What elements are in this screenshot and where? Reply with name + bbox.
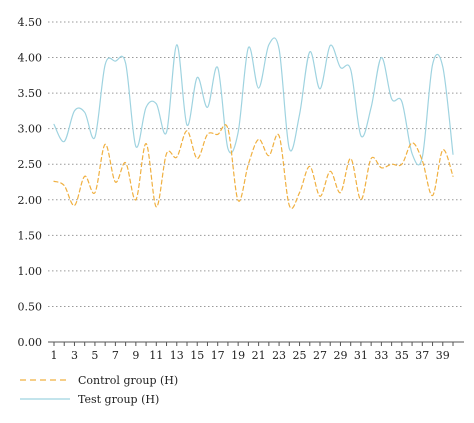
x-tick-label: 21	[252, 349, 266, 362]
x-tick-label: 29	[333, 349, 347, 362]
x-tick-label: 33	[374, 349, 388, 362]
x-tick-label: 31	[354, 349, 368, 362]
y-tick-label: 4.50	[18, 16, 43, 29]
x-tick-label: 15	[190, 349, 204, 362]
y-tick-label: 3.50	[18, 87, 43, 100]
x-tick-label: 5	[91, 349, 98, 362]
y-tick-label: 1.50	[18, 229, 43, 242]
x-tick-label: 25	[293, 349, 307, 362]
x-tick-label: 37	[415, 349, 429, 362]
y-tick-label: 0.00	[18, 336, 43, 349]
x-tick-label: 27	[313, 349, 327, 362]
x-tick-label: 11	[149, 349, 163, 362]
y-axis-tick-labels: 0.00 0.50 1.00 1.50 2.00 2.50 3.00 3.50 4.00 4.50	[18, 16, 43, 349]
y-tick-label: 4.00	[18, 52, 43, 65]
y-tick-label: 0.50	[18, 300, 43, 313]
x-tick-label: 1	[51, 349, 58, 362]
series-line-control-group	[53, 124, 454, 209]
x-tick-label: 3	[71, 349, 78, 362]
x-tick-label: 13	[170, 349, 184, 362]
x-tick-label: 19	[231, 349, 245, 362]
x-tick-label: 35	[395, 349, 409, 362]
y-tick-label: 2.50	[18, 158, 43, 171]
x-tick-label: 39	[436, 349, 450, 362]
grid-lines	[48, 21, 464, 307]
legend-label-control-group: Control group (H)	[78, 374, 178, 387]
x-axis-tick-labels: 1 3 5 7 9 11 13 15 17 19 21 23 25 27 29 31 33 35 37 39	[51, 349, 450, 362]
y-tick-label: 1.00	[18, 265, 43, 278]
x-tick-label: 23	[272, 349, 286, 362]
legend-label-test-group: Test group (H)	[78, 393, 159, 406]
plot-area	[53, 37, 454, 209]
legend: Control group (H) Test group (H)	[20, 374, 178, 406]
y-tick-label: 2.00	[18, 194, 43, 207]
x-tick-label: 17	[211, 349, 225, 362]
x-tick-label: 7	[112, 349, 119, 362]
y-tick-label: 3.00	[18, 123, 43, 136]
series-line-test-group	[53, 37, 454, 166]
x-axis	[48, 341, 464, 346]
x-tick-label: 9	[132, 349, 139, 362]
